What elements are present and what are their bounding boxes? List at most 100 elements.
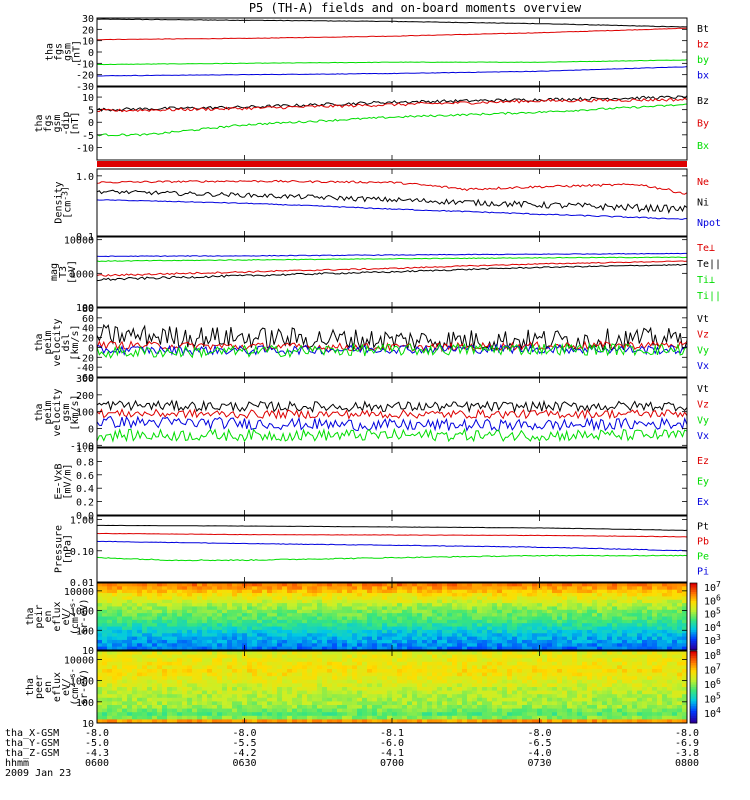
spectrogram-cell	[407, 687, 413, 691]
spectrogram-cell	[412, 603, 418, 607]
spectrogram-cell	[117, 712, 123, 717]
spectrogram-cell	[127, 697, 133, 702]
spectrogram-cell	[582, 712, 588, 717]
spectrogram-cell	[642, 603, 648, 607]
spectrogram-cell	[667, 643, 673, 648]
panel-frame	[96, 447, 688, 516]
spectrogram-cell	[127, 669, 133, 673]
spectrogram-cell	[537, 623, 543, 627]
spectrogram-cell	[652, 694, 658, 699]
spectrogram-cell	[392, 643, 398, 648]
spectrogram-cell	[452, 639, 458, 644]
spectrogram-cell	[237, 593, 243, 597]
spectrogram-cell	[397, 679, 403, 684]
spectrogram-cell	[577, 589, 583, 594]
spectrogram-cell	[607, 694, 613, 699]
spectrogram-cell	[372, 712, 378, 717]
spectrogram-cell	[162, 708, 168, 713]
spectrogram-cell	[452, 705, 458, 709]
spectrogram-cell	[622, 636, 628, 641]
spectrogram-cell	[387, 672, 393, 677]
spectrogram-cell	[447, 603, 453, 607]
spectrogram-cell	[337, 701, 343, 706]
spectrogram-cell	[467, 623, 473, 627]
spectrogram-cell	[332, 596, 338, 601]
spectrogram-cell	[507, 712, 513, 717]
spectrogram-cell	[512, 613, 518, 617]
spectrogram-cell	[522, 639, 528, 644]
spectrogram-cell	[172, 616, 178, 621]
spectrogram-cell	[617, 623, 623, 627]
spectrogram-cell	[657, 687, 663, 691]
spectrogram-cell	[567, 669, 573, 673]
spectrogram-cell	[612, 633, 618, 637]
spectrogram-cell	[252, 623, 258, 627]
spectrogram-cell	[507, 705, 513, 709]
spectrogram-cell	[107, 654, 113, 659]
spectrogram-cell	[342, 672, 348, 677]
spectrogram-cell	[232, 701, 238, 706]
spectrogram-cell	[602, 603, 608, 607]
spectrogram-cell	[157, 593, 163, 597]
spectrogram-cell	[522, 683, 528, 688]
spectrogram-cell	[572, 679, 578, 684]
spectrogram-cell	[542, 672, 548, 677]
spectrogram-cell	[252, 669, 258, 673]
spectrogram-cell	[627, 606, 633, 611]
spectrogram-cell	[672, 712, 678, 717]
spectrogram-cell	[352, 705, 358, 709]
spectrogram-cell	[632, 619, 638, 624]
spectrogram-cell	[227, 633, 233, 637]
spectrogram-cell	[657, 609, 663, 614]
spectrogram-cell	[207, 583, 213, 587]
spectrogram-cell	[382, 589, 388, 594]
spectrogram-cell	[332, 701, 338, 706]
spectrogram-cell	[327, 626, 333, 631]
spectrogram-cell	[522, 672, 528, 677]
spectrogram-cell	[552, 609, 558, 614]
series-line-Vy	[96, 342, 688, 359]
spectrogram-cell	[662, 593, 668, 597]
spectrogram-cell	[187, 626, 193, 631]
spectrogram-cell	[317, 694, 323, 699]
spectrogram-cell	[257, 603, 263, 607]
spectrogram-cell	[102, 599, 108, 604]
spectrogram-cell	[512, 697, 518, 702]
spectrogram-cell	[372, 613, 378, 617]
spectrogram-cell	[242, 679, 248, 684]
spectrogram-cell	[312, 609, 318, 614]
spectrogram-cell	[192, 609, 198, 614]
spectrogram-cell	[102, 715, 108, 720]
spectrogram-cell	[262, 654, 268, 659]
spectrogram-cell	[177, 633, 183, 637]
spectrogram-cell	[107, 643, 113, 648]
spectrogram-cell	[202, 599, 208, 604]
spectrogram-cell	[267, 715, 273, 720]
spectrogram-cell	[537, 715, 543, 720]
spectrogram-cell	[482, 613, 488, 617]
spectrogram-cell	[272, 593, 278, 597]
spectrogram-cell	[527, 636, 533, 641]
spectrogram-cell	[357, 629, 363, 634]
spectrogram-cell	[642, 701, 648, 706]
spectrogram-cell	[542, 636, 548, 641]
spectrogram-cell	[217, 599, 223, 604]
spectrogram-cell	[552, 705, 558, 709]
spectrogram-cell	[192, 719, 198, 724]
spectrogram-cell	[647, 694, 653, 699]
spectrogram-cell	[557, 715, 563, 720]
spectrogram-cell	[147, 694, 153, 699]
spectrogram-cell	[497, 679, 503, 684]
spectrogram-cell	[187, 694, 193, 699]
spectrogram-cell	[137, 694, 143, 699]
spectrogram-cell	[597, 690, 603, 695]
spectrogram-cell	[137, 712, 143, 717]
y-tick-label: 1.0	[76, 172, 94, 183]
spectrogram-cell	[502, 603, 508, 607]
spectrogram-cell	[622, 701, 628, 706]
spectrogram-cell	[382, 586, 388, 591]
spectrogram-cell	[157, 669, 163, 673]
spectrogram-cell	[112, 672, 118, 677]
spectrogram-cell	[407, 583, 413, 587]
spectrogram-cell	[587, 616, 593, 621]
